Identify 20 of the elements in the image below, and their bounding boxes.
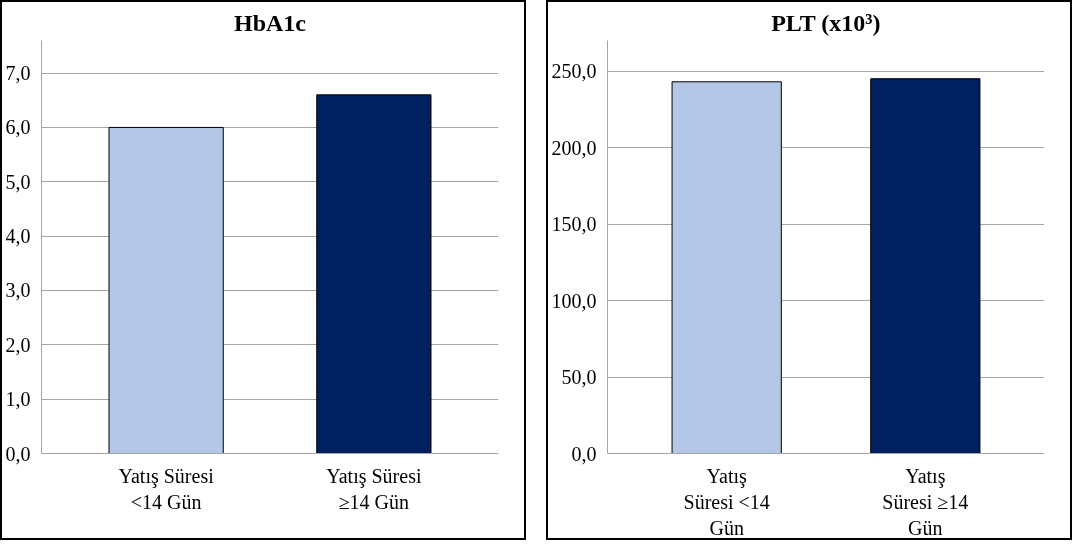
y-tick-label: 3,0 [5,279,31,302]
y-tick-label: 0,0 [571,442,597,465]
y-tick-label: 200,0 [551,136,597,159]
y-tick-label: 7,0 [5,62,31,85]
x-tick-label: Yatış Süresi <14 Gün [683,464,770,540]
y-tick-label: 1,0 [5,388,31,411]
y-tick-label: 150,0 [551,213,597,236]
x-tick-label: Yatış Süresi ≥14 Gün [882,464,969,540]
y-tick-label: 2,0 [5,333,31,356]
x-tick-label: Yatış Süresi ≥14 Gün [326,464,422,513]
x-tick-label: Yatış Süresi <14 Gün [118,464,215,513]
y-tick-label: 250,0 [551,60,597,83]
chart-title: HbA1c [234,9,307,36]
y-tick-label: 100,0 [551,289,597,312]
chart-title: PLT (x10³) [771,9,881,36]
y-tick-label: 50,0 [561,366,597,389]
y-tick-label: 4,0 [5,225,31,248]
y-tick-label: 6,0 [5,116,31,139]
y-tick-label: 5,0 [5,170,31,193]
y-tick-label: 0,0 [5,442,31,465]
